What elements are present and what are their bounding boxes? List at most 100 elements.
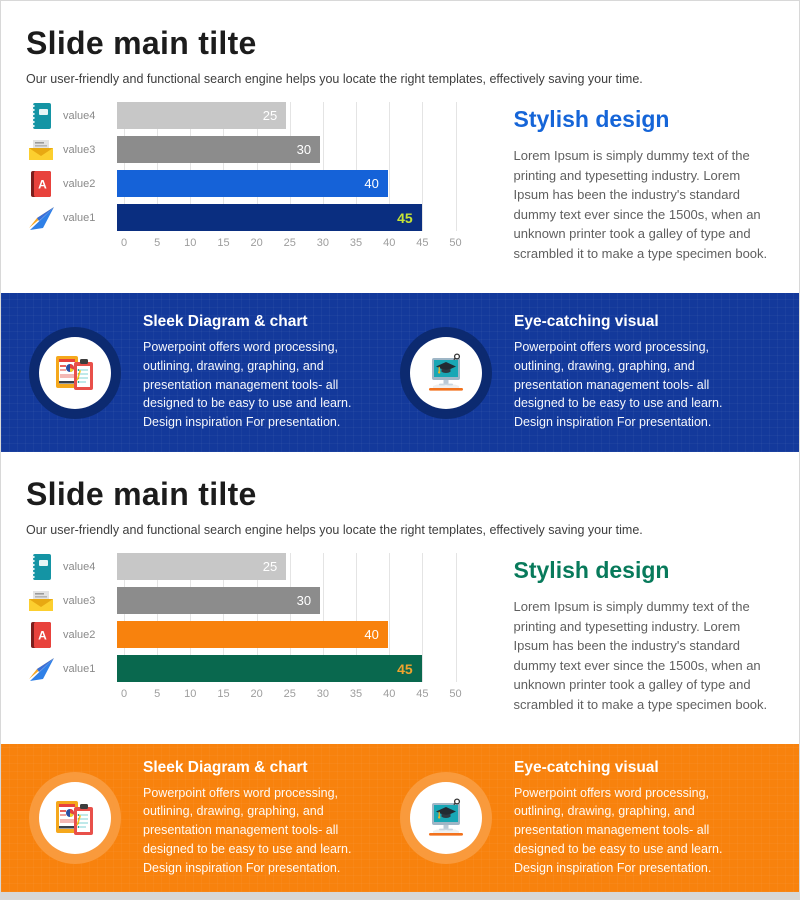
axis-tick-label: 5 bbox=[154, 688, 161, 700]
axis-tick-label: 10 bbox=[184, 237, 197, 249]
bar: 40 bbox=[117, 170, 388, 197]
gridline bbox=[455, 553, 457, 682]
category-label: value3 bbox=[63, 143, 96, 156]
feature-heading: Eye-catching visual bbox=[514, 313, 659, 331]
chart-x-axis: 0 5 10 15 20 25 30 35 40 45 50 bbox=[121, 237, 462, 257]
bar-track: 30 bbox=[117, 587, 456, 614]
section-body: Lorem Ipsum is simply dummy text of the … bbox=[513, 148, 768, 261]
slide-subtitle: Our user-friendly and functional search … bbox=[26, 72, 643, 86]
gridline bbox=[289, 553, 291, 682]
bar-track: 40 bbox=[117, 170, 456, 197]
chart-row: value3 30 bbox=[26, 587, 456, 614]
gridline bbox=[389, 553, 391, 682]
bar-value-label: 25 bbox=[262, 559, 278, 574]
paper-plane-icon bbox=[26, 205, 56, 231]
bar: 30 bbox=[117, 587, 321, 614]
axis-tick-label: 15 bbox=[217, 237, 230, 249]
feature-icon-badge bbox=[400, 326, 492, 419]
gridline bbox=[289, 102, 291, 231]
category-label: value2 bbox=[63, 177, 96, 190]
gridline bbox=[124, 553, 125, 682]
bar: 45 bbox=[117, 655, 422, 682]
axis-tick-label: 15 bbox=[217, 688, 230, 700]
bar-value-label: 45 bbox=[397, 660, 413, 677]
slide-2-content: Slide main tilte Our user-friendly and f… bbox=[1, 452, 799, 744]
axis-tick-label: 35 bbox=[349, 688, 363, 700]
chart-x-axis: 0 5 10 15 20 25 30 35 40 45 50 bbox=[120, 688, 462, 708]
section-body: Lorem Ipsum is simply dummy text of the … bbox=[513, 599, 768, 712]
chart-row: value1 45 bbox=[26, 655, 456, 682]
bar-track: 30 bbox=[117, 136, 456, 163]
bottom-border-strip bbox=[1, 892, 799, 899]
svg-text:A: A bbox=[38, 628, 47, 642]
monitor-graduation-icon bbox=[410, 782, 482, 854]
bar: 30 bbox=[117, 136, 321, 163]
bar: 25 bbox=[117, 102, 287, 129]
page-title: Slide main tilte bbox=[26, 476, 257, 512]
axis-tick-label: 5 bbox=[154, 237, 161, 249]
bar: 25 bbox=[117, 553, 287, 580]
slide-1: Slide main tilte Our user-friendly and f… bbox=[1, 1, 799, 452]
section-heading: Stylish design bbox=[513, 106, 670, 132]
category-label: value2 bbox=[63, 628, 96, 641]
gridline bbox=[322, 102, 324, 231]
category-label: value1 bbox=[63, 211, 96, 224]
bar-track: 40 bbox=[117, 621, 456, 648]
feature-body: Powerpoint offers word processing, outli… bbox=[514, 785, 723, 856]
book-icon: A bbox=[26, 170, 56, 198]
feature-body: Powerpoint offers word processing, outli… bbox=[143, 785, 352, 856]
page-title: Slide main tilte bbox=[26, 25, 257, 61]
gridline bbox=[422, 553, 424, 682]
slide-2: Slide main tilte Our user-friendly and f… bbox=[1, 452, 799, 892]
feature-heading: Sleek Diagram & chart bbox=[143, 758, 308, 776]
gridline bbox=[356, 102, 358, 231]
gridline bbox=[356, 553, 358, 682]
feature-heading: Sleek Diagram & chart bbox=[143, 313, 308, 331]
chart-row: value4 25 bbox=[26, 102, 456, 129]
feature-sleek-diagram: Sleek Diagram & chart Powerpoint offers … bbox=[29, 759, 400, 878]
envelope-icon bbox=[26, 139, 56, 161]
gridline bbox=[256, 553, 258, 682]
gridline bbox=[223, 553, 225, 682]
feature-body: Powerpoint offers word processing, outli… bbox=[143, 340, 352, 411]
gridline bbox=[256, 102, 258, 231]
axis-tick-label: 20 bbox=[250, 237, 263, 249]
bar-track: 45 bbox=[117, 204, 456, 231]
axis-tick-label: 50 bbox=[449, 688, 462, 700]
axis-tick-label: 45 bbox=[416, 237, 429, 249]
gridline bbox=[455, 102, 457, 231]
bar-value-label: 45 bbox=[397, 209, 413, 226]
feature-body-line2: Design inspiration For presentation. bbox=[514, 415, 712, 430]
bar-value-label: 40 bbox=[364, 627, 379, 642]
axis-tick-label: 35 bbox=[349, 237, 363, 249]
bar-chart: value4 25 value3 30 A value2 40 value1 45 0 5… bbox=[26, 553, 462, 714]
axis-tick-label: 0 bbox=[120, 688, 128, 700]
clipboard-report-icon bbox=[39, 336, 111, 409]
gridline bbox=[157, 553, 159, 682]
chart-gridlines bbox=[124, 102, 457, 231]
bar-track: 25 bbox=[117, 553, 456, 580]
slide-subtitle: Our user-friendly and functional search … bbox=[26, 523, 643, 537]
slide-1-band: Sleek Diagram & chart Powerpoint offers … bbox=[1, 293, 799, 452]
feature-body-line2: Design inspiration For presentation. bbox=[514, 860, 712, 875]
axis-tick-label: 20 bbox=[250, 688, 263, 700]
notebook-icon bbox=[26, 102, 56, 130]
bar-chart: value4 25 value3 30 A value2 40 value1 45 0 5… bbox=[26, 102, 462, 263]
slide-2-band: Sleek Diagram & chart Powerpoint offers … bbox=[1, 744, 799, 892]
section-heading: Stylish design bbox=[513, 557, 670, 583]
category-label: value4 bbox=[63, 109, 96, 122]
bar-value-label: 30 bbox=[296, 593, 312, 608]
feature-sleek-diagram: Sleek Diagram & chart Powerpoint offers … bbox=[29, 313, 400, 432]
gridline bbox=[389, 102, 391, 231]
feature-eye-catching: Eye-catching visual Powerpoint offers wo… bbox=[400, 313, 771, 432]
monitor-graduation-icon bbox=[410, 336, 482, 409]
bar-track: 45 bbox=[117, 655, 456, 682]
category-label: value4 bbox=[63, 560, 96, 573]
gridline bbox=[322, 553, 324, 682]
gridline bbox=[223, 102, 225, 231]
stylish-design-section: Stylish design Lorem Ipsum is simply dum… bbox=[514, 557, 774, 714]
chart-gridlines bbox=[124, 553, 457, 682]
axis-tick-label: 25 bbox=[283, 237, 296, 249]
axis-tick-label: 40 bbox=[383, 688, 396, 700]
axis-tick-label: 45 bbox=[416, 688, 429, 700]
